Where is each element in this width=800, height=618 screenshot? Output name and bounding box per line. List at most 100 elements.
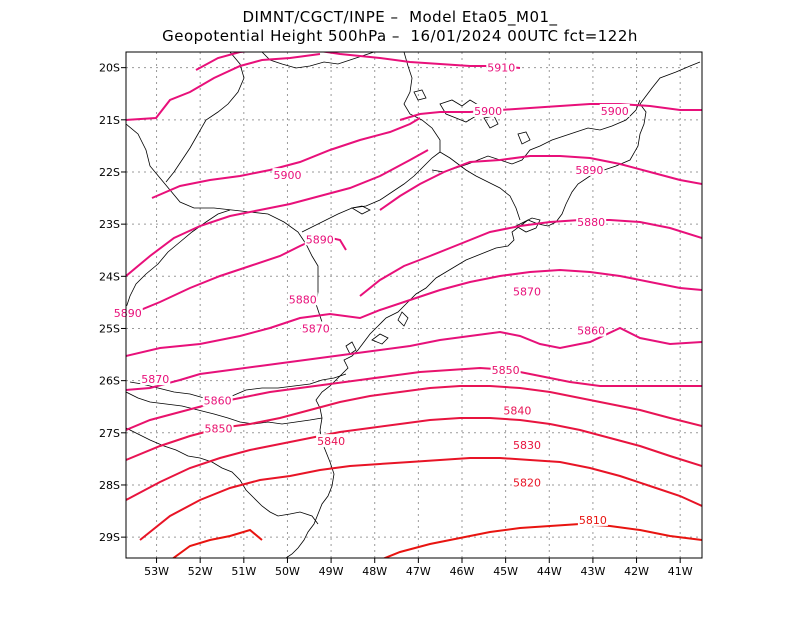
contour-label: 5880	[577, 216, 605, 229]
contour-5810	[382, 522, 702, 558]
lat-tick-label: 28S	[99, 479, 120, 492]
contour-5900	[126, 53, 321, 121]
contour-label: 5850	[205, 423, 233, 436]
lon-tick-label: 49W	[319, 565, 344, 578]
lake-outline	[517, 131, 531, 145]
lon-tick-label: 42W	[624, 565, 649, 578]
contour-label: 5820	[513, 476, 541, 489]
contour-label-background	[490, 363, 521, 377]
lat-tick-label: 27S	[99, 427, 120, 440]
contour-label: 5860	[204, 394, 232, 407]
contour-label: 5810	[579, 514, 607, 527]
coastline	[345, 341, 357, 355]
contour-5900	[399, 103, 702, 121]
contour-label-background	[203, 421, 234, 435]
lake-outline	[413, 89, 427, 101]
state-border	[129, 373, 347, 401]
state-border	[126, 391, 323, 425]
contour-label-background	[287, 292, 318, 306]
contour-label-background	[473, 103, 504, 117]
contour-5820	[139, 457, 702, 541]
map-title-line-2: Geopotential Height 500hPa – 16/01/2024 …	[162, 27, 638, 45]
lon-tick-label: 41W	[668, 565, 693, 578]
contour-5900	[151, 117, 421, 199]
contour-label-background	[576, 215, 607, 229]
contour-label-background	[577, 512, 608, 526]
lat-tick-label: 22S	[99, 166, 120, 179]
contour-label: 5900	[273, 169, 301, 182]
state-border	[126, 209, 231, 309]
lon-tick-label: 51W	[231, 565, 256, 578]
contour-label-background	[599, 103, 630, 117]
state-border	[439, 151, 521, 221]
contour-label-background	[304, 232, 335, 246]
coastline	[397, 311, 409, 327]
coastline-and-borders	[126, 52, 701, 558]
map-frame	[125, 51, 703, 559]
lon-tick-label: 50W	[275, 565, 300, 578]
contour-label: 5870	[141, 373, 169, 386]
lon-tick-label: 47W	[406, 565, 431, 578]
contour-label: 5840	[317, 435, 345, 448]
contour-5880	[359, 219, 702, 297]
contour-label: 5900	[601, 105, 629, 118]
contour-label: 5860	[577, 325, 605, 338]
contour-label-background	[512, 437, 543, 451]
coastline	[515, 217, 541, 233]
lon-tick-label: 48W	[362, 565, 387, 578]
contour-label-background	[316, 434, 347, 448]
lon-tick-label: 46W	[450, 565, 475, 578]
contour-5910	[195, 52, 521, 71]
contour-5810	[171, 528, 263, 558]
contour-label: 5840	[503, 404, 531, 417]
contour-label-background	[574, 162, 605, 176]
state-border	[301, 52, 441, 233]
lon-tick-label: 52W	[188, 565, 213, 578]
lon-tick-label: 45W	[493, 565, 518, 578]
contour-5890	[379, 155, 702, 211]
lat-tick-label: 23S	[99, 218, 120, 231]
lat-tick-label: 25S	[99, 322, 120, 335]
lon-tick-label: 44W	[537, 565, 562, 578]
lon-tick-label: 53W	[144, 565, 169, 578]
lat-tick-label: 21S	[99, 114, 120, 127]
contour-label: 5890	[306, 233, 334, 246]
contour-label: 5850	[492, 364, 520, 377]
state-border	[261, 52, 375, 69]
contour-label: 5910	[487, 62, 515, 75]
state-border	[165, 52, 245, 183]
lon-tick-label: 43W	[580, 565, 605, 578]
graticule	[126, 52, 702, 558]
contour-label-background	[576, 323, 607, 337]
contour-label-background	[140, 372, 171, 386]
contour-label: 5830	[513, 439, 541, 452]
contour-label-background	[112, 305, 143, 319]
contour-label: 5880	[289, 293, 317, 306]
contour-5870	[126, 268, 702, 357]
contour-label: 5890	[575, 164, 603, 177]
coastline	[350, 205, 371, 215]
coastline	[371, 333, 389, 345]
contour-label-background	[512, 284, 543, 298]
contour-label-background	[502, 403, 533, 417]
contour-label-background	[512, 475, 543, 489]
lat-tick-label: 29S	[99, 531, 120, 544]
lat-tick-label: 24S	[99, 270, 120, 283]
contour-5830	[126, 417, 702, 501]
lat-tick-label: 26S	[99, 375, 120, 388]
contour-5890	[126, 149, 429, 277]
contour-label-background	[300, 321, 331, 335]
contour-label: 5870	[513, 285, 541, 298]
axis-ticks: 53W 52W 51W 50W 49W 48W 47W 46W 45W 44W 43W 42W 41W 2…	[99, 62, 693, 578]
contour-label: 5900	[474, 105, 502, 118]
contour-label-background	[486, 60, 517, 74]
map-title-line-1: DIMNT/CGCT/INPE – Model Eta05_M01_	[242, 8, 558, 26]
coastline	[285, 61, 701, 558]
contour-label-background	[202, 393, 233, 407]
state-border	[126, 123, 325, 329]
contour-label-background	[272, 168, 303, 182]
state-border	[431, 99, 641, 173]
lat-tick-label: 20S	[99, 62, 120, 75]
state-border	[126, 427, 319, 525]
